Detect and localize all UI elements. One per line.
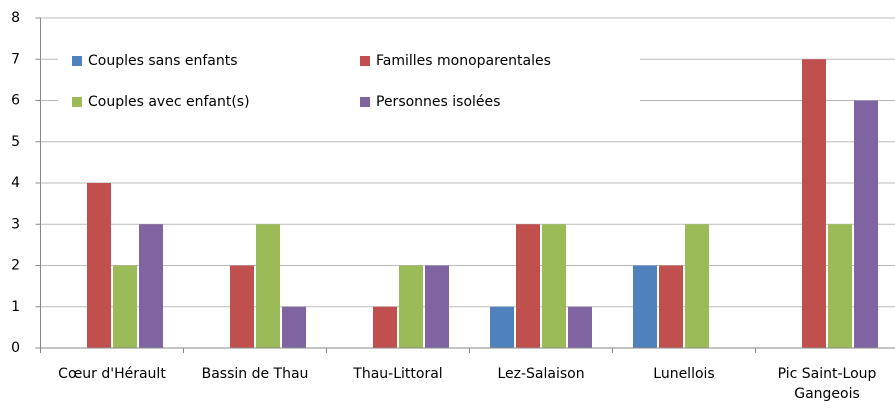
y-tick-label: 7 — [11, 51, 20, 67]
x-tick-label: Thau-Littoral — [353, 366, 443, 382]
bar — [516, 224, 540, 348]
y-tick-label: 8 — [11, 10, 20, 26]
x-tick-label: Lez-Salaison — [497, 366, 585, 382]
legend-swatch — [72, 56, 82, 66]
y-tick-label: 0 — [11, 340, 20, 356]
y-tick-label: 1 — [11, 299, 20, 315]
legend-label: Couples avec enfant(s) — [88, 94, 250, 110]
legend-swatch — [360, 97, 370, 107]
legend-swatch — [72, 97, 82, 107]
bar — [542, 224, 566, 348]
x-tick-label: Cœur d'Hérault — [58, 366, 166, 382]
bar — [685, 224, 709, 348]
y-tick-label: 5 — [11, 134, 20, 150]
y-tick-label: 6 — [11, 93, 20, 109]
bar — [256, 224, 280, 348]
bar — [854, 100, 878, 348]
bar — [659, 265, 683, 348]
y-tick-label: 4 — [11, 175, 20, 191]
bar — [568, 306, 592, 348]
bar — [230, 265, 254, 348]
bar — [399, 265, 423, 348]
x-tick-label: Bassin de Thau — [201, 366, 309, 382]
bar — [282, 306, 306, 348]
legend-swatch — [360, 56, 370, 66]
bar — [139, 224, 163, 348]
bar — [87, 183, 111, 348]
bar — [113, 265, 137, 348]
legend-label: Personnes isolées — [376, 94, 500, 110]
bar — [828, 224, 852, 348]
bar — [802, 59, 826, 348]
bar — [490, 306, 514, 348]
x-tick-label: Lunellois — [653, 366, 715, 382]
bar — [373, 306, 397, 348]
y-tick-label: 2 — [11, 258, 20, 274]
legend-box — [58, 38, 640, 122]
legend-label: Couples sans enfants — [88, 53, 238, 69]
legend-label: Familles monoparentales — [376, 53, 551, 69]
x-tick-label: Pic Saint-Loup Gangeois — [777, 366, 877, 402]
bar — [633, 265, 657, 348]
bar — [425, 265, 449, 348]
y-tick-label: 3 — [11, 216, 20, 232]
